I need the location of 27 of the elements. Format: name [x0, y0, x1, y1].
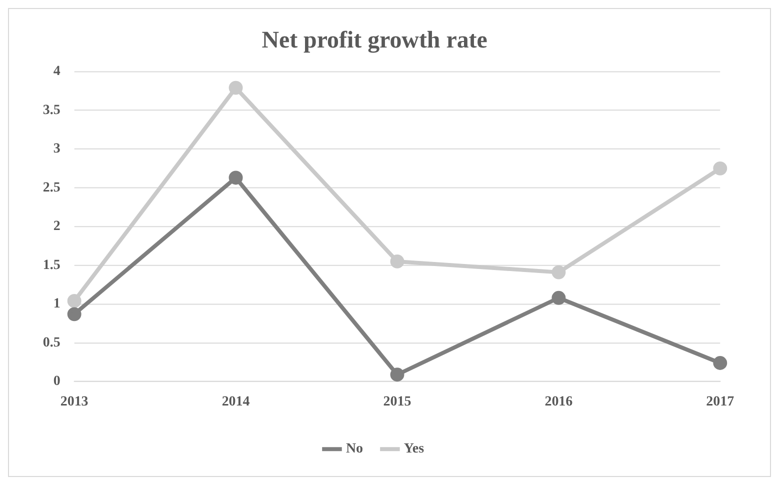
y-tick-label: 2: [53, 219, 60, 234]
point: [713, 161, 728, 176]
point: [390, 254, 404, 268]
y-tick-label: 0.5: [42, 335, 60, 350]
y-tick-label: 1.5: [42, 258, 60, 273]
y-tick-label: 2.5: [42, 180, 60, 196]
legend-label: Yes: [404, 442, 425, 457]
x-tick-label: 2015: [383, 394, 412, 410]
y-tick-label: 1: [53, 296, 60, 312]
x-tick-label: 2016: [544, 394, 573, 410]
x-tick-label: 2013: [60, 394, 88, 410]
chart-title: Net profit growth rate: [262, 27, 488, 54]
x-tick-label: 2017: [706, 394, 734, 410]
point: [552, 265, 566, 280]
point: [67, 294, 82, 308]
point: [713, 356, 728, 370]
x-tick-label: 2014: [222, 394, 250, 410]
point: [390, 368, 404, 382]
point: [228, 80, 243, 95]
point: [552, 290, 566, 305]
y-tick-label: 4: [53, 64, 60, 80]
y-tick-label: 0: [53, 374, 60, 390]
point: [228, 170, 243, 185]
point: [67, 307, 82, 322]
y-tick-label: 3.5: [42, 102, 60, 118]
y-tick-label: 3: [53, 142, 60, 157]
legend-label: No: [346, 442, 364, 457]
